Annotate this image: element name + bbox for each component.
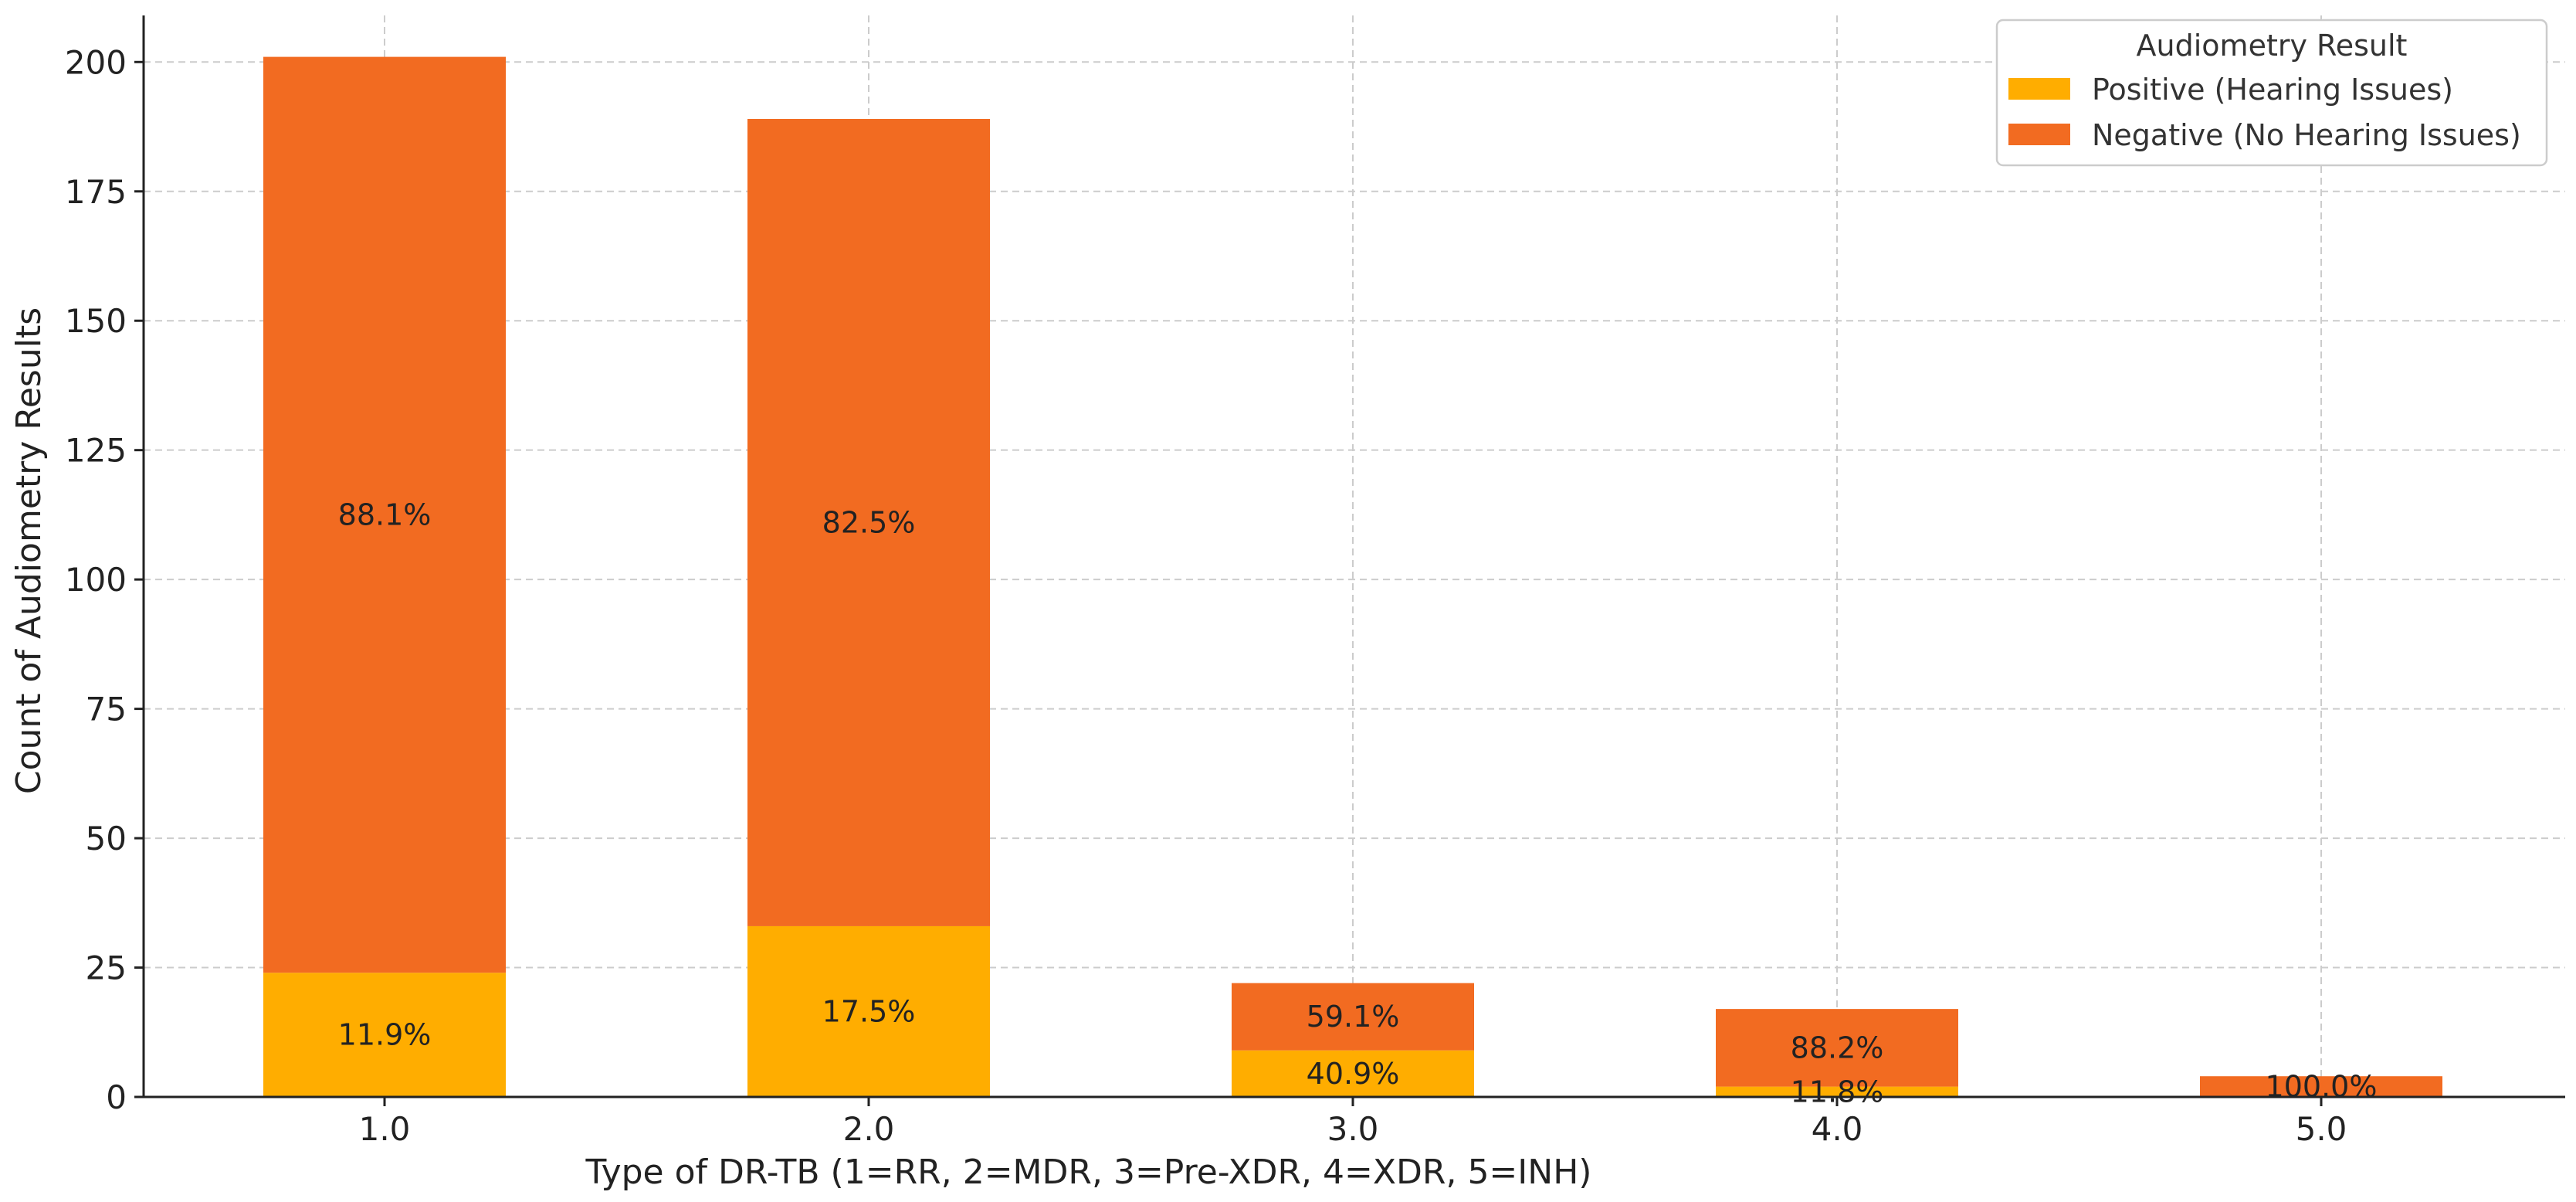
x-tick-label: 2.0 (843, 1110, 895, 1148)
bar-segment-positive (747, 925, 990, 1097)
grid-layer (144, 15, 2565, 1098)
bar-segment-negative (747, 118, 990, 926)
bar-data-label: 11.9% (338, 1018, 432, 1052)
legend-swatch-positive (2008, 78, 2070, 100)
bar-data-label: 100.0% (2266, 1070, 2378, 1104)
x-axis-title: Type of DR-TB (1=RR, 2=MDR, 3=Pre-XDR, 4… (585, 1153, 1592, 1192)
y-tick-label: 50 (86, 820, 127, 857)
bar-data-label: 40.9% (1307, 1057, 1400, 1091)
bar-data-label: 59.1% (1307, 1000, 1400, 1034)
x-tick-label: 3.0 (1327, 1110, 1379, 1148)
bar-segment-positive (263, 973, 506, 1097)
legend-title: Audiometry Result (2137, 29, 2408, 63)
bar-segment-negative (2200, 1076, 2442, 1097)
bar-segment-negative (263, 56, 506, 973)
x-tick-label: 4.0 (1812, 1110, 1863, 1148)
y-axis-title: Count of Audiometry Results (9, 307, 49, 794)
bar-data-label: 17.5% (822, 994, 916, 1028)
y-tick-label: 100 (65, 561, 127, 599)
bar-segment-negative (1232, 983, 1474, 1051)
bar-data-label: 88.2% (1791, 1031, 1884, 1064)
bars-layer (263, 56, 2442, 1097)
y-tick-label: 200 (65, 43, 127, 81)
axes-layer: 0 25 50 75 100 125 150 175 200 1.0 2.0 3.0 4.0 5.0 (65, 15, 2565, 1148)
legend-label-positive: Positive (Hearing Issues) (2092, 73, 2453, 107)
bar-segment-positive (1716, 1086, 1958, 1097)
y-tick-label: 75 (86, 691, 127, 728)
y-tick-label: 150 (65, 302, 127, 340)
legend: Audiometry Result Positive (Hearing Issu… (1995, 19, 2548, 167)
x-tick-label: 5.0 (2296, 1110, 2347, 1148)
bar-data-label: 11.8% (1791, 1075, 1884, 1109)
bar-segment-negative (1716, 1009, 1958, 1087)
y-tick-label: 125 (65, 432, 127, 470)
x-tick-label: 1.0 (359, 1110, 411, 1148)
legend-swatch-negative (2008, 124, 2070, 145)
y-tick-label: 175 (65, 173, 127, 211)
bar-data-label: 82.5% (822, 505, 916, 539)
legend-label-negative: Negative (No Hearing Issues) (2092, 118, 2521, 152)
labels-layer: 11.9% 17.5% 40.9% 11.8% 88.1% 82.5% 59.1% 88.2%… (338, 497, 2378, 1109)
bar-segment-positive (1232, 1050, 1474, 1097)
y-tick-label: 0 (106, 1078, 127, 1116)
legend-box (1995, 19, 2548, 167)
bar-data-label: 88.1% (338, 497, 432, 531)
y-tick-label: 25 (86, 949, 127, 987)
